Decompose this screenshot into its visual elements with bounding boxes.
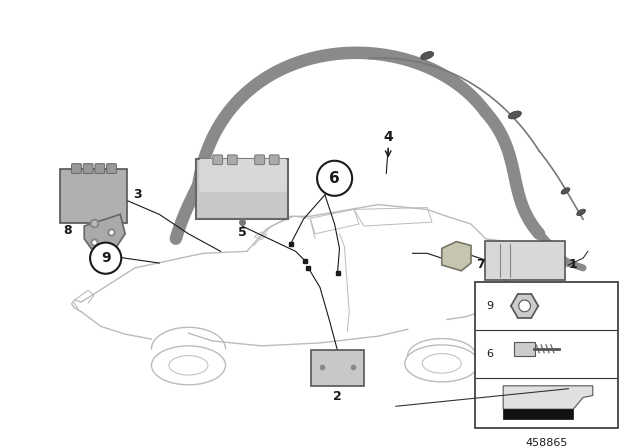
Text: 2: 2 [333, 390, 342, 403]
FancyBboxPatch shape [255, 155, 264, 165]
FancyBboxPatch shape [475, 281, 618, 428]
Ellipse shape [508, 111, 522, 119]
FancyBboxPatch shape [107, 164, 116, 173]
FancyBboxPatch shape [196, 159, 288, 219]
Circle shape [317, 161, 352, 196]
FancyBboxPatch shape [484, 241, 564, 280]
Text: 6: 6 [329, 171, 340, 186]
FancyBboxPatch shape [311, 350, 364, 386]
Polygon shape [503, 409, 573, 419]
FancyBboxPatch shape [227, 155, 237, 165]
FancyBboxPatch shape [83, 164, 93, 173]
Text: 1: 1 [568, 258, 577, 271]
Polygon shape [84, 214, 125, 251]
Polygon shape [442, 241, 471, 271]
Ellipse shape [169, 356, 208, 375]
Text: 4: 4 [383, 130, 393, 144]
Ellipse shape [422, 353, 461, 373]
Ellipse shape [561, 188, 570, 194]
FancyBboxPatch shape [269, 155, 279, 165]
Ellipse shape [577, 209, 586, 215]
FancyBboxPatch shape [514, 342, 535, 356]
Circle shape [519, 300, 531, 312]
Polygon shape [511, 294, 538, 318]
Text: 3: 3 [133, 188, 141, 201]
FancyBboxPatch shape [60, 168, 127, 223]
FancyBboxPatch shape [213, 155, 223, 165]
Text: 8: 8 [63, 224, 72, 237]
FancyBboxPatch shape [72, 164, 81, 173]
FancyBboxPatch shape [95, 164, 105, 173]
Text: 458865: 458865 [525, 439, 568, 448]
Circle shape [90, 242, 121, 274]
FancyBboxPatch shape [199, 159, 287, 192]
Ellipse shape [420, 52, 434, 60]
Text: 6: 6 [486, 349, 493, 359]
Text: 7: 7 [476, 258, 484, 271]
Polygon shape [503, 386, 593, 409]
Text: 5: 5 [237, 226, 246, 239]
Text: 9: 9 [101, 251, 111, 265]
Ellipse shape [404, 345, 479, 382]
Ellipse shape [152, 346, 225, 385]
Text: 9: 9 [486, 301, 493, 311]
